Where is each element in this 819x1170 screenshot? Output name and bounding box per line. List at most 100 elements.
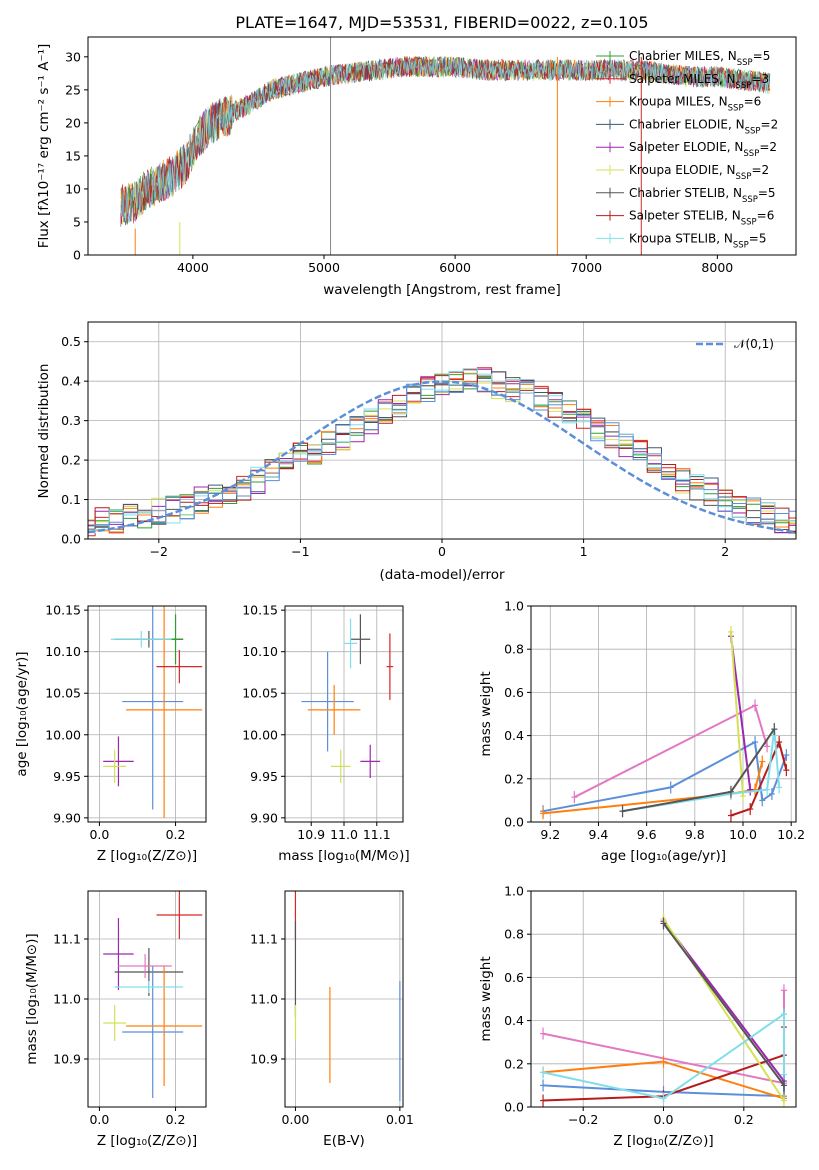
legend-label-text: Salpeter ELODIE, N [629,140,743,154]
y-tick-label: 0.0 [504,1100,524,1115]
legend-label-subscript: SSP [743,149,759,159]
y-tick-label: 5 [73,214,81,229]
spectrum-ylabel: Flux [fλ10⁻¹⁷ erg cm⁻² s⁻¹ A⁻¹] [36,44,52,249]
legend-label: Salpeter MILES, NSSP=3 [629,72,769,91]
legend-label-subscript: SSP [728,104,744,114]
x-tick-label: 8000 [701,260,733,275]
x-axis-label: age [log₁₀(age/yr)] [601,848,726,864]
y-tick-label: 0.6 [504,685,524,700]
weight-series-line [730,739,788,817]
residual-frame [87,321,797,540]
legend-label-subscript: SSP [736,81,752,91]
y-tick-label: 0.5 [61,334,81,349]
x-tick-label: 9.6 [637,827,657,842]
histogram-steps [88,382,796,527]
y-axis-label: mass [log₁₀(M/M⊙)] [24,933,40,1064]
x-tick-label: 5000 [308,260,340,275]
x-tick-label: 1 [580,544,588,559]
x-tick-label: −0.2 [568,1112,598,1127]
y-tick-label: 10.00 [242,727,278,742]
legend-label-count: =2 [751,163,769,177]
y-tick-label: 10 [65,181,81,196]
legend-label-subscript: SSP [741,218,757,228]
y-tick-label: 11.1 [250,932,278,947]
y-tick-label: 10.05 [45,686,81,701]
legend-label-count: =6 [744,95,762,109]
residual-legend: 𝒩(0,1) [696,337,774,351]
histogram-group [88,367,796,537]
x-tick-label: 9.4 [589,827,609,842]
histogram-steps [88,371,796,534]
y-tick-label: 11.1 [53,932,81,947]
legend-label-text: Chabrier STELIB, N [629,186,742,200]
y-tick-label: 9.95 [250,769,278,784]
x-tick-label: 6000 [439,260,471,275]
x-tick-label: 0.2 [166,1112,186,1127]
x-tick-label: −2 [150,544,168,559]
y-tick-label: 1.0 [504,599,524,614]
histogram-steps [88,368,796,534]
residual-panel: −2 −1 0 1 2 0.0 0.1 0.2 0.3 0.4 0.5 (data-model)/e… [36,321,797,583]
y-axis-label: mass weight [478,956,494,1041]
spectrum-series-line [120,56,771,223]
weight-vs-z-panel: −0.2 0.0 0.2 0.0 0.2 0.4 0.6 0.8 1.0 Z [log₁₀(Z/Z… [478,884,797,1149]
y-tick-label: 0.0 [61,532,81,547]
legend-label: Kroupa ELODIE, NSSP=2 [629,163,769,182]
legend-label: Salpeter ELODIE, NSSP=2 [629,140,777,159]
errorbar-group [294,891,401,1101]
y-tick-label: 10.9 [250,1052,278,1067]
x-tick-label: 0.0 [89,827,109,842]
y-tick-label: 10.10 [45,644,81,659]
normal-legend-label: 𝒩(0,1) [734,337,774,351]
y-tick-label: 9.90 [250,810,278,825]
axes-frame [530,890,797,1108]
legend-label-text: Chabrier MILES, N [629,49,737,63]
spectrum-panel: 4000 5000 6000 7000 8000 0 5 10 15 20 25 30 PLATE=1… [36,13,797,298]
x-tick-label: 0.0 [654,1112,674,1127]
spectrum-xlabel: wavelength [Angstrom, rest frame] [323,282,561,298]
y-tick-label: 0.6 [504,970,524,985]
weight-vs-age-panel: 9.2 9.4 9.6 9.8 10.0 10.2 0.0 0.2 0.4 0.6 0.8 1.0 ag… [478,599,805,865]
histogram-steps [88,373,796,532]
y-tick-label: 10.9 [53,1052,81,1067]
histogram-steps [88,372,796,526]
x-axis-label: E(B-V) [323,1133,365,1149]
weight-series-line [542,1012,785,1100]
weight-series-line [730,631,744,797]
x-tick-label: 0.2 [734,1112,754,1127]
errorbar-group [301,614,394,783]
weight-series-line [730,636,752,790]
x-tick-label: 0.00 [282,1112,310,1127]
legend-label-subscript: SSP [737,58,753,68]
y-tick-label: 10.15 [242,603,278,618]
x-tick-label: −1 [291,544,309,559]
legend-label-count: =2 [759,140,777,154]
axes-frame [87,605,207,823]
legend-label: Salpeter STELIB, NSSP=6 [629,209,774,228]
y-tick-label: 11.0 [250,992,278,1007]
y-tick-label: 10.10 [242,644,278,659]
y-tick-label: 10.05 [242,686,278,701]
histogram-steps [88,367,796,537]
axes-frame [87,890,207,1108]
spectrum-plot-area: 4000 5000 6000 7000 8000 0 5 10 15 20 25 30 [65,37,771,275]
y-tick-label: 0.2 [61,453,81,468]
y-tick-label: 10.00 [45,727,81,742]
x-axis-label: mass [log₁₀(M/M⊙)] [278,848,409,864]
histogram-steps [88,375,796,533]
weight-lines [540,913,787,1107]
axes-frame [284,605,404,823]
x-axis-label: Z [log₁₀(Z/Z⊙)] [613,1133,713,1149]
x-tick-label: 9.2 [540,827,560,842]
y-tick-label: 0.2 [504,1056,524,1071]
errorbar-group [103,606,203,818]
weight-series-line [542,740,788,813]
y-tick-label: 0.3 [61,413,81,428]
legend-label: Kroupa MILES, NSSP=6 [629,95,761,114]
y-tick-label: 0 [73,248,81,263]
y-tick-label: 25 [65,82,81,97]
legend-label-count: =5 [749,231,767,245]
legend-label-subscript: SSP [745,126,761,136]
spectrum-lines [120,37,771,255]
